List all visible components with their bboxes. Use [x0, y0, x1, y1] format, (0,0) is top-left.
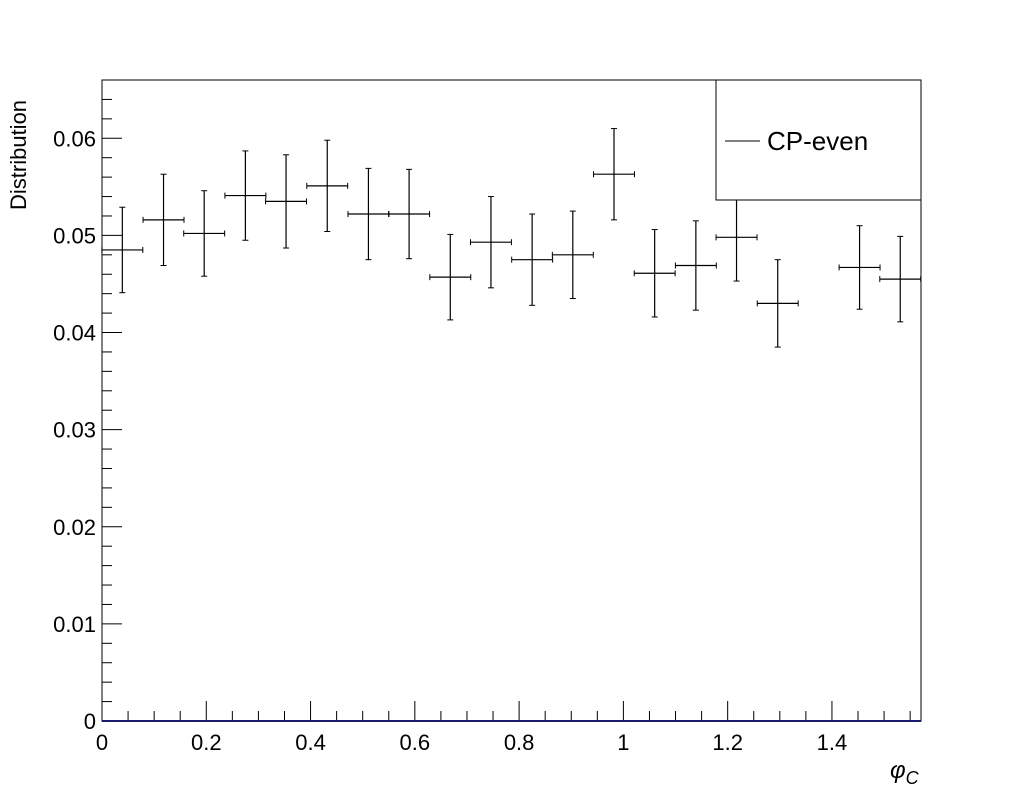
- x-tick-label: 0.2: [191, 730, 222, 755]
- x-axis-title: φC: [890, 757, 920, 788]
- data-point: [224, 150, 267, 241]
- data-point: [715, 193, 758, 282]
- x-tick-label: 1.4: [817, 730, 848, 755]
- data-point: [388, 168, 431, 260]
- data-point: [142, 173, 185, 267]
- y-tick-label: 0.06: [53, 126, 96, 151]
- data-point: [429, 233, 472, 321]
- y-tick-label: 0.02: [53, 515, 96, 540]
- y-tick-label: 0: [84, 709, 96, 734]
- legend-entry-cp-even: CP-even: [767, 126, 868, 156]
- x-tick-label: 0: [96, 730, 108, 755]
- y-tick-label: 0.04: [53, 321, 96, 346]
- data-point: [593, 128, 635, 221]
- data-point: [551, 210, 594, 300]
- x-tick-label: 1: [617, 730, 629, 755]
- y-axis-title: Distribution: [6, 100, 31, 210]
- data-point: [265, 154, 308, 249]
- data-point: [306, 139, 349, 233]
- data-point: [469, 196, 512, 289]
- data-point: [838, 225, 881, 310]
- x-tick-label: 1.2: [712, 730, 743, 755]
- x-tick-label: 0.8: [504, 730, 535, 755]
- y-axis-tick-labels: 0 0.01 0.02 0.03 0.04 0.05 0.06: [53, 126, 96, 734]
- x-axis-tick-labels: 0 0.2 0.4 0.6 0.8 1 1.2 1.4: [96, 730, 847, 755]
- y-tick-label: 0.01: [53, 612, 96, 637]
- x-tick-label: 0.4: [295, 730, 326, 755]
- data-point: [183, 190, 226, 277]
- x-axis-title-subscript: C: [906, 768, 920, 788]
- data-point: [633, 229, 676, 318]
- legend-box: [715, 79, 922, 201]
- data-point: [756, 259, 799, 348]
- y-tick-label: 0.05: [53, 223, 96, 248]
- y-axis-ticks: [102, 79, 122, 722]
- data-points: [101, 128, 922, 348]
- data-point: [879, 235, 922, 323]
- y-tick-label: 0.03: [53, 418, 96, 443]
- data-point: [101, 206, 144, 294]
- x-axis-title-symbol: φ: [890, 757, 906, 784]
- x-axis-ticks: [101, 701, 911, 721]
- legend: CP-even: [715, 79, 922, 201]
- x-tick-label: 0.6: [400, 730, 431, 755]
- data-point: [674, 220, 717, 311]
